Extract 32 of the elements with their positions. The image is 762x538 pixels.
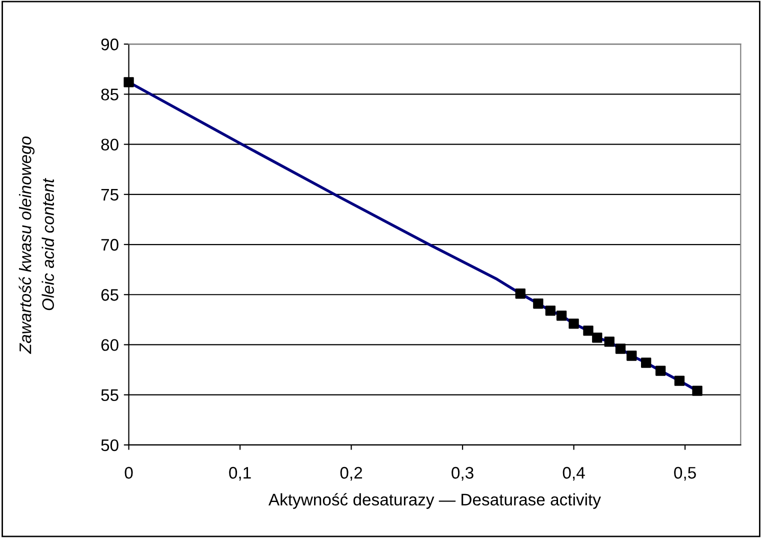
point	[692, 386, 702, 396]
x-axis-title: Aktywność desaturazy — Desaturase activity	[268, 493, 601, 509]
point	[545, 306, 556, 316]
x-tick-label: 0,5	[674, 466, 696, 481]
point	[641, 358, 652, 368]
point	[556, 310, 567, 321]
point	[674, 376, 685, 386]
point	[604, 336, 614, 347]
x-tick-label: 0,3	[452, 466, 474, 481]
point	[124, 77, 134, 88]
y-axis-title: Zawartość kwasu oleinowego Oleic acid content	[18, 136, 54, 354]
y-tick-label: 50	[101, 439, 118, 452]
point	[592, 332, 602, 343]
x-tick-label: 0	[124, 466, 133, 479]
point	[655, 366, 666, 376]
y-tick-label: 60	[101, 339, 118, 351]
y-tick-label: 90	[101, 38, 118, 50]
point	[515, 288, 526, 299]
y-tick-label: 70	[101, 238, 118, 251]
point	[615, 344, 626, 354]
point	[583, 326, 594, 336]
y-tick-label: 80	[101, 138, 118, 151]
y-tick-label: 55	[101, 389, 118, 402]
y-tick-label: 65	[101, 289, 118, 301]
x-tick-label: 0,1	[229, 466, 251, 481]
y-tick-label: 85	[101, 88, 118, 100]
point	[533, 298, 544, 309]
x-tick-label: 0,4	[562, 466, 585, 481]
point	[626, 350, 637, 361]
point	[568, 318, 579, 329]
y-tick-label: 75	[101, 188, 118, 201]
x-tick-label: 0,2	[340, 466, 362, 481]
